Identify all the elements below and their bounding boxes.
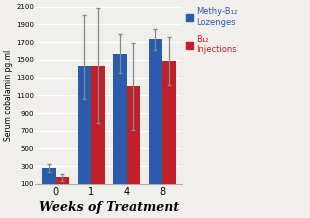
X-axis label: Weeks of Treatment: Weeks of Treatment bbox=[39, 201, 179, 214]
Bar bbox=[148, 39, 162, 193]
Bar bbox=[113, 54, 126, 193]
Y-axis label: Serum cobalamin pg.ml: Serum cobalamin pg.ml bbox=[4, 50, 13, 141]
Bar bbox=[162, 61, 175, 193]
Bar bbox=[42, 168, 55, 193]
Bar bbox=[55, 177, 69, 193]
Bar bbox=[126, 86, 140, 193]
Legend: Methy-B₁₂
Lozenges, B₁₂
Injections: Methy-B₁₂ Lozenges, B₁₂ Injections bbox=[186, 7, 238, 54]
Bar bbox=[78, 66, 91, 193]
Bar bbox=[91, 66, 104, 193]
